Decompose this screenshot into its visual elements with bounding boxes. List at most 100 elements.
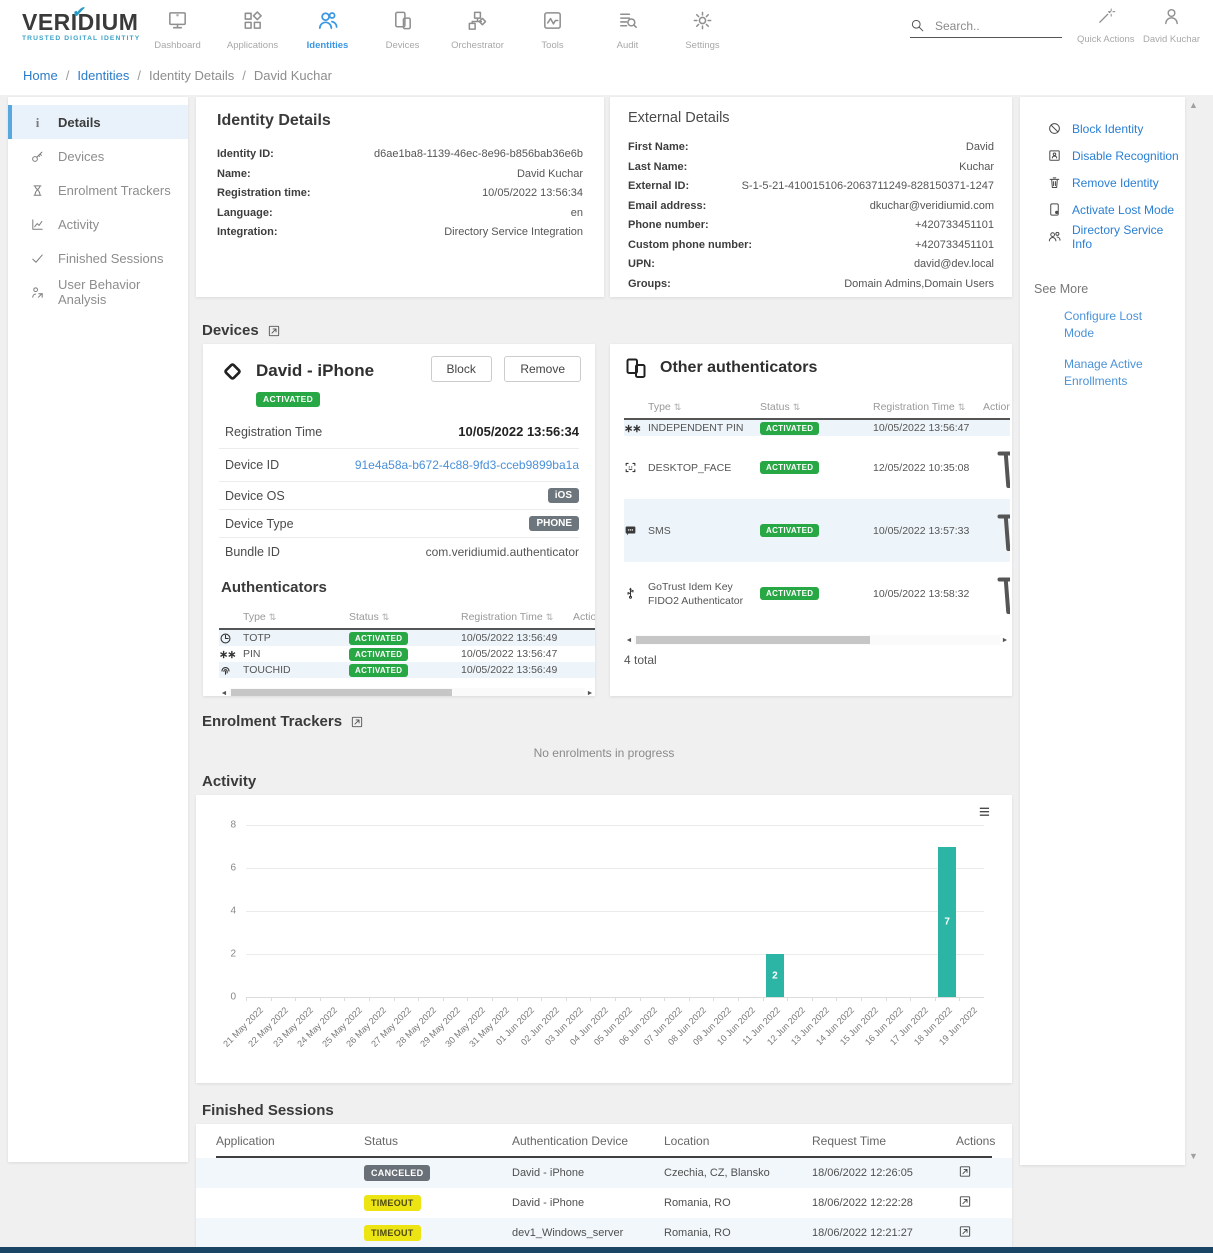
x-axis-tick [418,997,420,1001]
sidebar-item-activity[interactable]: Activity [8,207,188,241]
other-auth-row-independent-pin[interactable]: ∗∗ INDEPENDENT PIN ACTIVATED 10/05/2022 … [624,420,1010,436]
session-row[interactable]: CANCELED David - iPhone Czechia, CZ, Bla… [196,1158,1012,1188]
veridium-logo[interactable]: VERIDIUM ✔ TRUSTED DIGITAL IDENTITY [22,4,142,42]
scroll-left-icon[interactable]: ◄ [625,636,633,644]
delete-icon[interactable] [987,510,1010,562]
other-auth-row-desktop-face[interactable]: DESKTOP_FACE ACTIVATED 12/05/2022 10:35:… [624,436,1010,499]
other-auth-row-sms[interactable]: SMS ACTIVATED 10/05/2022 13:57:33 [624,499,1010,562]
device-field-row: Registration Time 10/05/2022 13:56:34 [219,415,579,449]
scrollbar-thumb[interactable] [636,636,871,644]
activity-bar-11-jun-2022[interactable]: 2 [765,954,784,997]
people-icon [316,9,339,32]
devices-section-heading: Devices [202,322,281,339]
block-icon [1047,121,1062,136]
nav-item-applications[interactable]: Applications [215,5,290,51]
delete-icon[interactable] [987,573,1010,625]
other-auth-total: 4 total [624,653,657,667]
hourglass-icon [30,183,45,198]
device-field-row: Device Type PHONE [219,510,579,538]
enrolment-trackers-heading: Enrolment Trackers [202,713,364,730]
nav-item-settings[interactable]: Settings [665,5,740,51]
open-session-icon[interactable] [958,1195,972,1209]
logo-text: VERIDIUM [22,9,139,35]
block-identity-action[interactable]: Block Identity [1020,115,1185,142]
authenticator-row-pin[interactable]: ∗∗ PIN ACTIVATED 10/05/2022 13:56:47 [219,647,558,661]
nav-item-identities[interactable]: Identities [290,5,365,51]
device-id-link[interactable]: 91e4a58a-b672-4c88-9fd3-cceb9899ba1a [354,458,579,472]
status-badge: ACTIVATED [349,631,409,645]
detail-field-row: Name: David Kuchar [217,167,583,180]
detail-field-row: Last Name: Kuchar [628,160,994,173]
sort-icon: ⇅ [792,402,801,412]
session-status-badge: CANCELED [364,1165,431,1181]
nav-item-audit[interactable]: Audit [590,5,665,51]
block-button[interactable]: Block [430,356,492,382]
session-row[interactable]: TIMEOUT David - iPhone Romania, RO 18/06… [196,1188,1012,1218]
scrollbar-thumb[interactable] [231,689,452,696]
monitor-icon [166,9,189,32]
scroll-down-icon[interactable]: ▼ [1189,1151,1198,1161]
manage-active-enrollments-link[interactable]: Manage Active Enrollments [1064,357,1143,388]
authenticator-row-totp[interactable]: TOTP ACTIVATED 10/05/2022 13:56:49 [219,630,595,646]
open-session-icon[interactable] [958,1225,972,1239]
x-axis-tick [467,997,469,1001]
delete-icon[interactable] [987,447,1010,499]
x-axis-tick [738,997,739,1001]
device-diamond-icon [219,358,246,385]
activity-bar-18-jun-2022[interactable]: 7 [938,846,957,997]
totp-clock-icon [219,632,232,645]
directory-service-info-action[interactable]: Directory Service Info [1020,223,1185,251]
sidebar-item-enrolment-trackers[interactable]: Enrolment Trackers [8,173,188,207]
sidebar-item-user-behavior-analysis[interactable]: User Behavior Analysis [8,275,188,309]
external-link-icon[interactable] [350,715,364,729]
gear-icon [691,9,714,32]
search-input[interactable] [935,18,1045,33]
devices-icon [391,9,414,32]
gridline [246,954,984,955]
nav-item-dashboard[interactable]: Dashboard [140,5,215,51]
chart-menu-icon[interactable]: ≡ [978,802,990,823]
breadcrumb-home[interactable]: Home [23,68,58,83]
x-axis-tick [590,997,592,1001]
remove-button[interactable]: Remove [504,356,581,382]
quick-actions-button[interactable]: Quick Actions [1077,6,1135,45]
disable-recognition-action[interactable]: Disable Recognition [1020,142,1185,169]
scroll-up-icon[interactable]: ▲ [1189,100,1198,110]
x-axis-tick [639,997,641,1001]
external-details-fields: First Name: David Last Name: Kuchar Extern… [628,138,994,294]
breadcrumb-identities[interactable]: Identities [77,68,130,83]
sidebar-item-finished-sessions[interactable]: Finished Sessions [8,241,188,275]
key-icon [30,149,45,164]
scroll-right-icon[interactable]: ► [1001,636,1009,644]
nav-item-tools[interactable]: Tools [515,5,590,51]
audit-icon [616,9,639,32]
device-os-badge: iOS [547,488,579,503]
y-axis-tick-label: 8 [230,819,236,831]
other-auth-row-fido2[interactable]: GoTrust Idem Key FIDO2 Authenticator ACT… [624,562,1010,625]
scroll-right-icon[interactable]: ► [586,689,594,697]
global-search [910,18,1062,38]
search-icon [910,18,925,33]
external-link-icon[interactable] [267,324,281,338]
nav-item-orchestrator[interactable]: Orchestrator [440,5,515,51]
scroll-left-icon[interactable]: ◄ [220,689,228,697]
configure-lost-mode-link[interactable]: Configure Lost Mode [1064,309,1143,340]
nav-item-devices[interactable]: Devices [365,5,440,51]
activate-lost-mode-action[interactable]: Activate Lost Mode [1020,196,1185,223]
session-row[interactable]: TIMEOUT dev1_Windows_server Romania, RO … [196,1218,1012,1248]
detail-field-row: Phone number: +420733451101 [628,219,994,231]
sidebar-item-details[interactable]: i Details [8,105,188,139]
remove-identity-action[interactable]: Remove Identity [1020,169,1185,196]
x-axis-tick [713,997,715,1001]
authenticator-row-touchid[interactable]: TOUCHID ACTIVATED 10/05/2022 13:56:49 [219,662,595,678]
user-menu[interactable]: David Kuchar [1143,6,1200,45]
sidebar-item-devices[interactable]: Devices [8,139,188,173]
bar-value-label: 2 [772,970,778,981]
finished-sessions-table: Application Status Authentication Device… [196,1124,1012,1253]
status-badge: ACTIVATED [760,524,820,537]
status-badge: ACTIVATED [760,421,820,435]
open-session-icon[interactable] [958,1165,972,1179]
device-field-row: Device OS iOS [219,482,579,510]
detail-field-row: External ID: S-1-5-21-410015106-20637112… [628,180,994,192]
x-axis-tick [565,997,567,1001]
